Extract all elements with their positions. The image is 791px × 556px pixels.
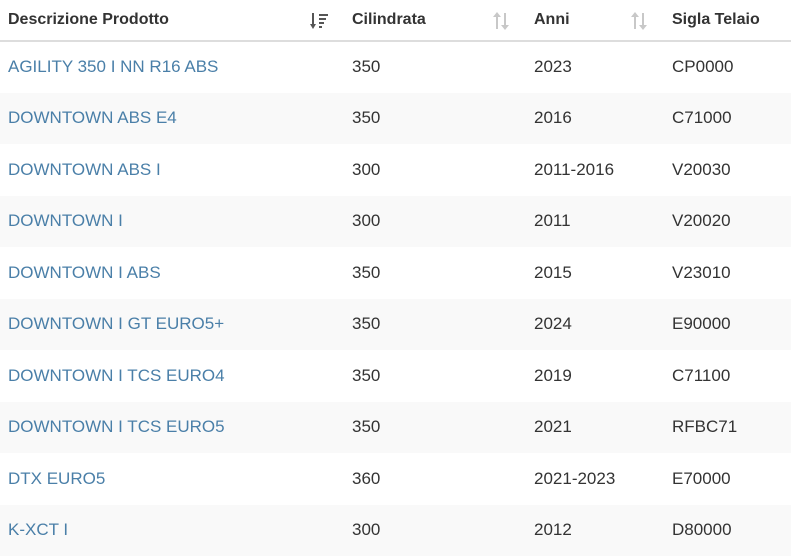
cell-cilindrata: 350 (344, 247, 526, 299)
product-link[interactable]: DOWNTOWN ABS I (8, 160, 161, 179)
product-link[interactable]: DTX EURO5 (8, 469, 105, 488)
cell-anni: 2024 (526, 299, 664, 351)
cell-cilindrata: 360 (344, 453, 526, 505)
cell-sigla-telaio: CP0000 (664, 41, 791, 93)
cell-descrizione: DTX EURO5 (0, 453, 344, 505)
cell-cilindrata: 300 (344, 505, 526, 556)
sort-both-icon[interactable] (630, 12, 650, 30)
product-link[interactable]: DOWNTOWN ABS E4 (8, 108, 177, 127)
table-row: DOWNTOWN I TCS EURO5 350 2021 RFBC71 (0, 402, 791, 454)
cell-descrizione: DOWNTOWN I GT EURO5+ (0, 299, 344, 351)
cell-cilindrata: 350 (344, 41, 526, 93)
table-row: AGILITY 350 I NN R16 ABS 350 2023 CP0000 (0, 41, 791, 93)
table-row: DOWNTOWN ABS E4 350 2016 C71000 (0, 93, 791, 145)
table-row: K-XCT I 300 2012 D80000 (0, 505, 791, 556)
header-sigla-telaio: Sigla Telaio (664, 0, 791, 41)
header-cilindrata[interactable]: Cilindrata (344, 0, 526, 41)
table-row: DOWNTOWN I TCS EURO4 350 2019 C71100 (0, 350, 791, 402)
cell-sigla-telaio: RFBC71 (664, 402, 791, 454)
table-row: DTX EURO5 360 2021-2023 E70000 (0, 453, 791, 505)
cell-anni: 2011 (526, 196, 664, 248)
cell-cilindrata: 350 (344, 93, 526, 145)
sort-descending-active-icon[interactable] (310, 12, 330, 30)
table-row: DOWNTOWN I GT EURO5+ 350 2024 E90000 (0, 299, 791, 351)
table-row: DOWNTOWN ABS I 300 2011-2016 V20030 (0, 144, 791, 196)
cell-descrizione: DOWNTOWN I ABS (0, 247, 344, 299)
header-label: Cilindrata (352, 11, 426, 28)
cell-anni: 2015 (526, 247, 664, 299)
cell-sigla-telaio: V20030 (664, 144, 791, 196)
header-descrizione-prodotto[interactable]: Descrizione Prodotto (0, 0, 344, 41)
cell-cilindrata: 300 (344, 196, 526, 248)
cell-sigla-telaio: V23010 (664, 247, 791, 299)
product-link[interactable]: DOWNTOWN I ABS (8, 263, 161, 282)
cell-anni: 2021 (526, 402, 664, 454)
header-anni[interactable]: Anni (526, 0, 664, 41)
cell-descrizione: DOWNTOWN I TCS EURO5 (0, 402, 344, 454)
product-link[interactable]: DOWNTOWN I GT EURO5+ (8, 314, 224, 333)
cell-sigla-telaio: C71000 (664, 93, 791, 145)
cell-descrizione: DOWNTOWN ABS I (0, 144, 344, 196)
table-row: DOWNTOWN I 300 2011 V20020 (0, 196, 791, 248)
cell-anni: 2021-2023 (526, 453, 664, 505)
product-link[interactable]: K-XCT I (8, 520, 68, 539)
cell-sigla-telaio: E90000 (664, 299, 791, 351)
cell-descrizione: DOWNTOWN ABS E4 (0, 93, 344, 145)
cell-sigla-telaio: E70000 (664, 453, 791, 505)
sort-both-icon[interactable] (492, 12, 512, 30)
cell-anni: 2011-2016 (526, 144, 664, 196)
cell-sigla-telaio: D80000 (664, 505, 791, 556)
header-label: Anni (534, 11, 570, 28)
product-link[interactable]: DOWNTOWN I TCS EURO4 (8, 366, 225, 385)
cell-sigla-telaio: V20020 (664, 196, 791, 248)
cell-anni: 2019 (526, 350, 664, 402)
cell-cilindrata: 350 (344, 350, 526, 402)
product-link[interactable]: AGILITY 350 I NN R16 ABS (8, 57, 218, 76)
header-label: Sigla Telaio (672, 11, 760, 28)
cell-anni: 2016 (526, 93, 664, 145)
cell-anni: 2012 (526, 505, 664, 556)
product-link[interactable]: DOWNTOWN I (8, 211, 123, 230)
table-row: DOWNTOWN I ABS 350 2015 V23010 (0, 247, 791, 299)
header-label: Descrizione Prodotto (8, 11, 169, 28)
cell-anni: 2023 (526, 41, 664, 93)
cell-descrizione: DOWNTOWN I TCS EURO4 (0, 350, 344, 402)
cell-descrizione: K-XCT I (0, 505, 344, 556)
cell-descrizione: AGILITY 350 I NN R16 ABS (0, 41, 344, 93)
cell-sigla-telaio: C71100 (664, 350, 791, 402)
cell-descrizione: DOWNTOWN I (0, 196, 344, 248)
cell-cilindrata: 350 (344, 299, 526, 351)
cell-cilindrata: 350 (344, 402, 526, 454)
cell-cilindrata: 300 (344, 144, 526, 196)
table-header-row: Descrizione Prodotto Cilindrata (0, 0, 791, 41)
product-link[interactable]: DOWNTOWN I TCS EURO5 (8, 417, 225, 436)
